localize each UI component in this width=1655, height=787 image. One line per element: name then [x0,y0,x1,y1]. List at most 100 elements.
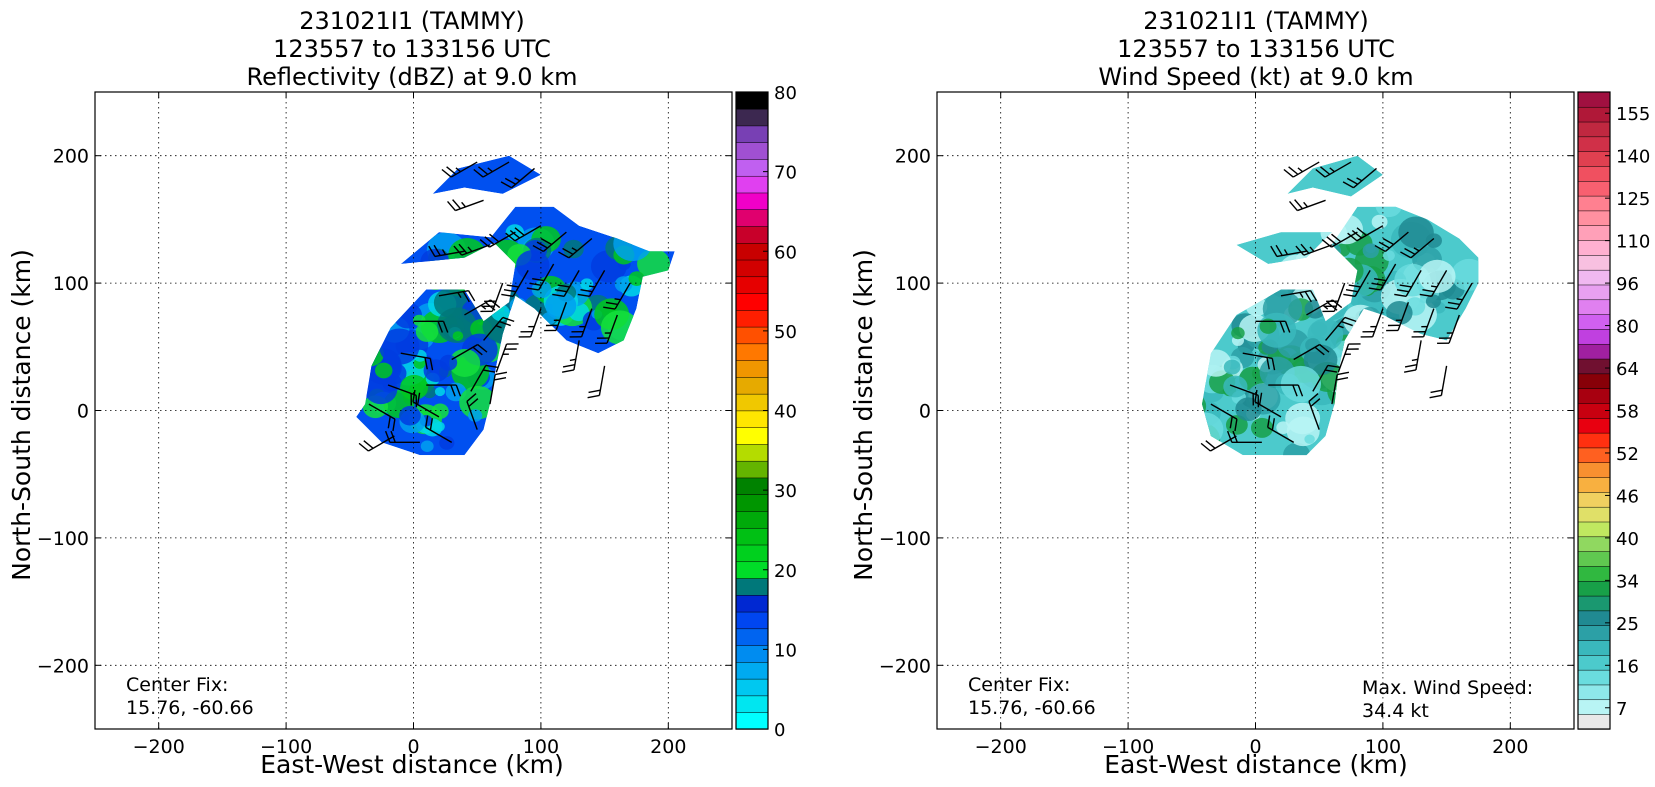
echo-cell [459,385,497,420]
wind-barb [1200,435,1237,452]
echo-cell [434,386,446,397]
echo-cell [356,332,380,365]
colorbar-segment [1577,550,1611,567]
colorbar-tick-label: 125 [1616,189,1650,210]
y-tick-label: −100 [37,528,89,550]
echo-cell [647,276,668,296]
y-tick-label: −200 [879,655,931,677]
colorbar-tick-label: 20 [774,561,797,582]
colorbar-segment [1577,313,1611,330]
colorbar-segment [735,343,769,361]
wind-barb [1419,270,1448,298]
wind-barb [1229,384,1260,408]
y-tick-label: 200 [53,146,89,168]
colorbar-segment [735,91,769,110]
echo-cell [331,362,354,383]
colorbar-segment [735,225,769,244]
colorbar-segment [735,443,769,462]
colorbar-segment [735,577,769,596]
wind-barb [1242,352,1276,371]
x-tick-label: 100 [1365,736,1401,758]
echo-cell [1235,397,1262,422]
echo-cell [1382,250,1395,261]
wind-barb [1267,415,1295,443]
wind-barb [470,364,498,392]
colorbar-tick-label: 40 [1616,529,1639,550]
colorbar-segment [735,108,769,127]
colorbar-tick-label: 10 [774,640,797,661]
wind-barb [473,161,510,178]
echo-cell [498,365,511,377]
center-fix-value: 15.76, -60.66 [968,697,1096,719]
echo-cell [1334,257,1364,285]
wind-barb [1347,225,1384,242]
colorbar-tick-label: 50 [774,322,797,343]
echo-cell [1465,224,1479,246]
wind-speed-colorbar: 7 16 25 34 40 46 52 58 64 80 96 110 125 140 155 [1577,91,1650,730]
echo-cell [1202,412,1224,447]
echo-cell [470,203,495,226]
y-axis-label: North-South distance (km) [849,249,878,581]
wind-barb [466,393,479,430]
echo-cell [613,226,652,262]
colorbar-segment [735,376,769,395]
echo-cell [614,276,633,293]
wind-barb [483,316,515,341]
wind-barb [1337,343,1361,373]
echo-cell [375,362,393,379]
colorbar-segment [1577,639,1611,656]
wind-barb [441,161,478,178]
wind-barb [1293,343,1330,361]
colorbar-segment [1577,358,1611,375]
echo-cell [324,373,348,395]
colorbar-segment [1577,536,1611,552]
echo-cell [600,310,639,345]
center-fix-label: Center Fix: [126,674,228,696]
colorbar-segment [735,611,769,630]
wind-barb [1325,316,1357,341]
colorbar-segment [1577,565,1611,582]
y-tick-label: −100 [879,528,931,550]
x-tick-label: 200 [650,736,686,758]
wind-barb [1360,308,1384,338]
wind-barb [569,308,593,338]
echo-cell [439,436,455,450]
colorbar-segment [1577,595,1611,612]
echo-cell [356,407,357,420]
wind-barb [558,237,593,259]
colorbar-segment [1577,432,1611,449]
colorbar-segment [735,393,769,412]
colorbar-segment [735,292,769,311]
echo-cell [364,374,398,405]
colorbar-segment [1577,491,1611,508]
echo-cell [497,290,520,311]
title-line-3: Reflectivity (dBZ) at 9.0 km [247,63,578,91]
grid-lines [937,92,1574,729]
colorbar-segment [1577,625,1611,641]
wind-barb [561,340,580,373]
y-tick-label: 0 [919,401,931,423]
echo-cell [1296,258,1330,288]
echo-cell [460,263,494,294]
colorbar-segment [735,711,769,730]
echo-cell [1280,365,1322,403]
wind-barb [495,343,519,373]
colorbar-segment [1577,91,1611,108]
x-tick-label: −200 [133,736,185,758]
colorbar-segment [1577,328,1611,345]
wind-barb [489,371,508,405]
colorbar-segment [1577,447,1611,463]
wind-barb [1315,161,1352,178]
wind-barb [577,270,606,298]
colorbar-segment [735,142,769,160]
echo-cell [419,261,452,290]
colorbar-segment [735,510,769,529]
colorbar-segment [1577,388,1611,404]
wind-barb [1270,244,1307,258]
colorbar-segment [1577,610,1611,626]
colorbar-tick-label: 70 [774,163,797,184]
echo-cell [1279,254,1313,285]
wind-barb [1403,340,1422,373]
colorbar-segment [1577,299,1611,315]
wind-barb [1255,320,1291,333]
